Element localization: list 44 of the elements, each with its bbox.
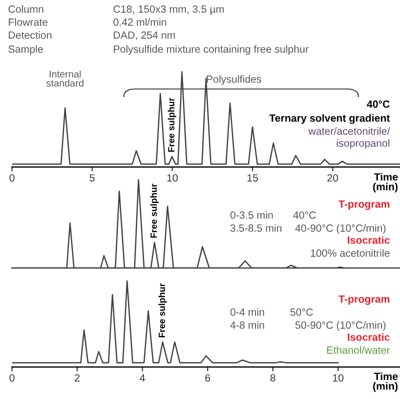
x-tick-label: 0 <box>10 174 14 182</box>
x-axis-title: Time (min) <box>373 173 398 192</box>
annotation: 0-3.5 min <box>230 211 273 219</box>
text: Detection <box>8 31 52 39</box>
x-tick-label: 20 <box>327 174 338 182</box>
annotation: T-program <box>338 200 390 210</box>
x-tick-label: 10 <box>167 174 178 182</box>
annotation: 40°C <box>293 211 316 219</box>
annotation: Internal standard <box>46 70 84 87</box>
annotation: Polysulfides <box>206 75 262 85</box>
text: 0.42 ml/min <box>113 18 166 26</box>
annotation: 100% acetonitrile <box>310 249 390 257</box>
text: Polysulfide mixture containing free sulphur <box>114 45 309 55</box>
annotation: 0-4 min <box>230 308 264 316</box>
x-tick-label: 4 <box>140 374 146 382</box>
annotation: 3.5-8.5 min <box>230 224 282 232</box>
annotation: Free sulphur <box>168 98 176 152</box>
x-tick-label: 0 <box>10 374 14 382</box>
x-tick-label: 10 <box>333 374 344 382</box>
text: C18, 150x3 mm, 3.5 µm <box>114 5 224 15</box>
x-tick-label: 5 <box>90 174 95 182</box>
x-tick-label: 8 <box>270 374 276 382</box>
annotation: Free sulphur <box>158 283 167 338</box>
annotation: Free sulphur <box>150 184 159 238</box>
x-tick-label: 15 <box>247 174 258 182</box>
annotation: Ethanol/water <box>327 346 390 354</box>
annotation: 50-90°C (10°C/min) <box>295 321 386 331</box>
annotation: T-program <box>338 295 390 305</box>
text: DAD, 254 nm <box>114 31 175 40</box>
annotation: Ternary solvent gradient <box>269 114 390 124</box>
x-tick-label: 6 <box>205 374 210 382</box>
annotation: 50°C <box>290 308 313 316</box>
annotation: water/acetonitrile/ <box>308 127 390 135</box>
annotation: Isocratic <box>348 333 390 341</box>
annotation: isopropanol <box>336 139 390 149</box>
annotation: Isocratic <box>348 236 390 244</box>
text: Sample <box>8 45 43 55</box>
annotation: 40°C <box>366 100 390 108</box>
annotation: 40-90°C (10°C/min) <box>295 224 386 234</box>
x-axis-title: Time (min) <box>373 372 398 392</box>
x-tick-label: 2 <box>74 374 80 382</box>
text: Flowrate <box>8 18 48 26</box>
text: Column <box>8 5 44 13</box>
annotation: 4-8 min <box>230 321 264 329</box>
